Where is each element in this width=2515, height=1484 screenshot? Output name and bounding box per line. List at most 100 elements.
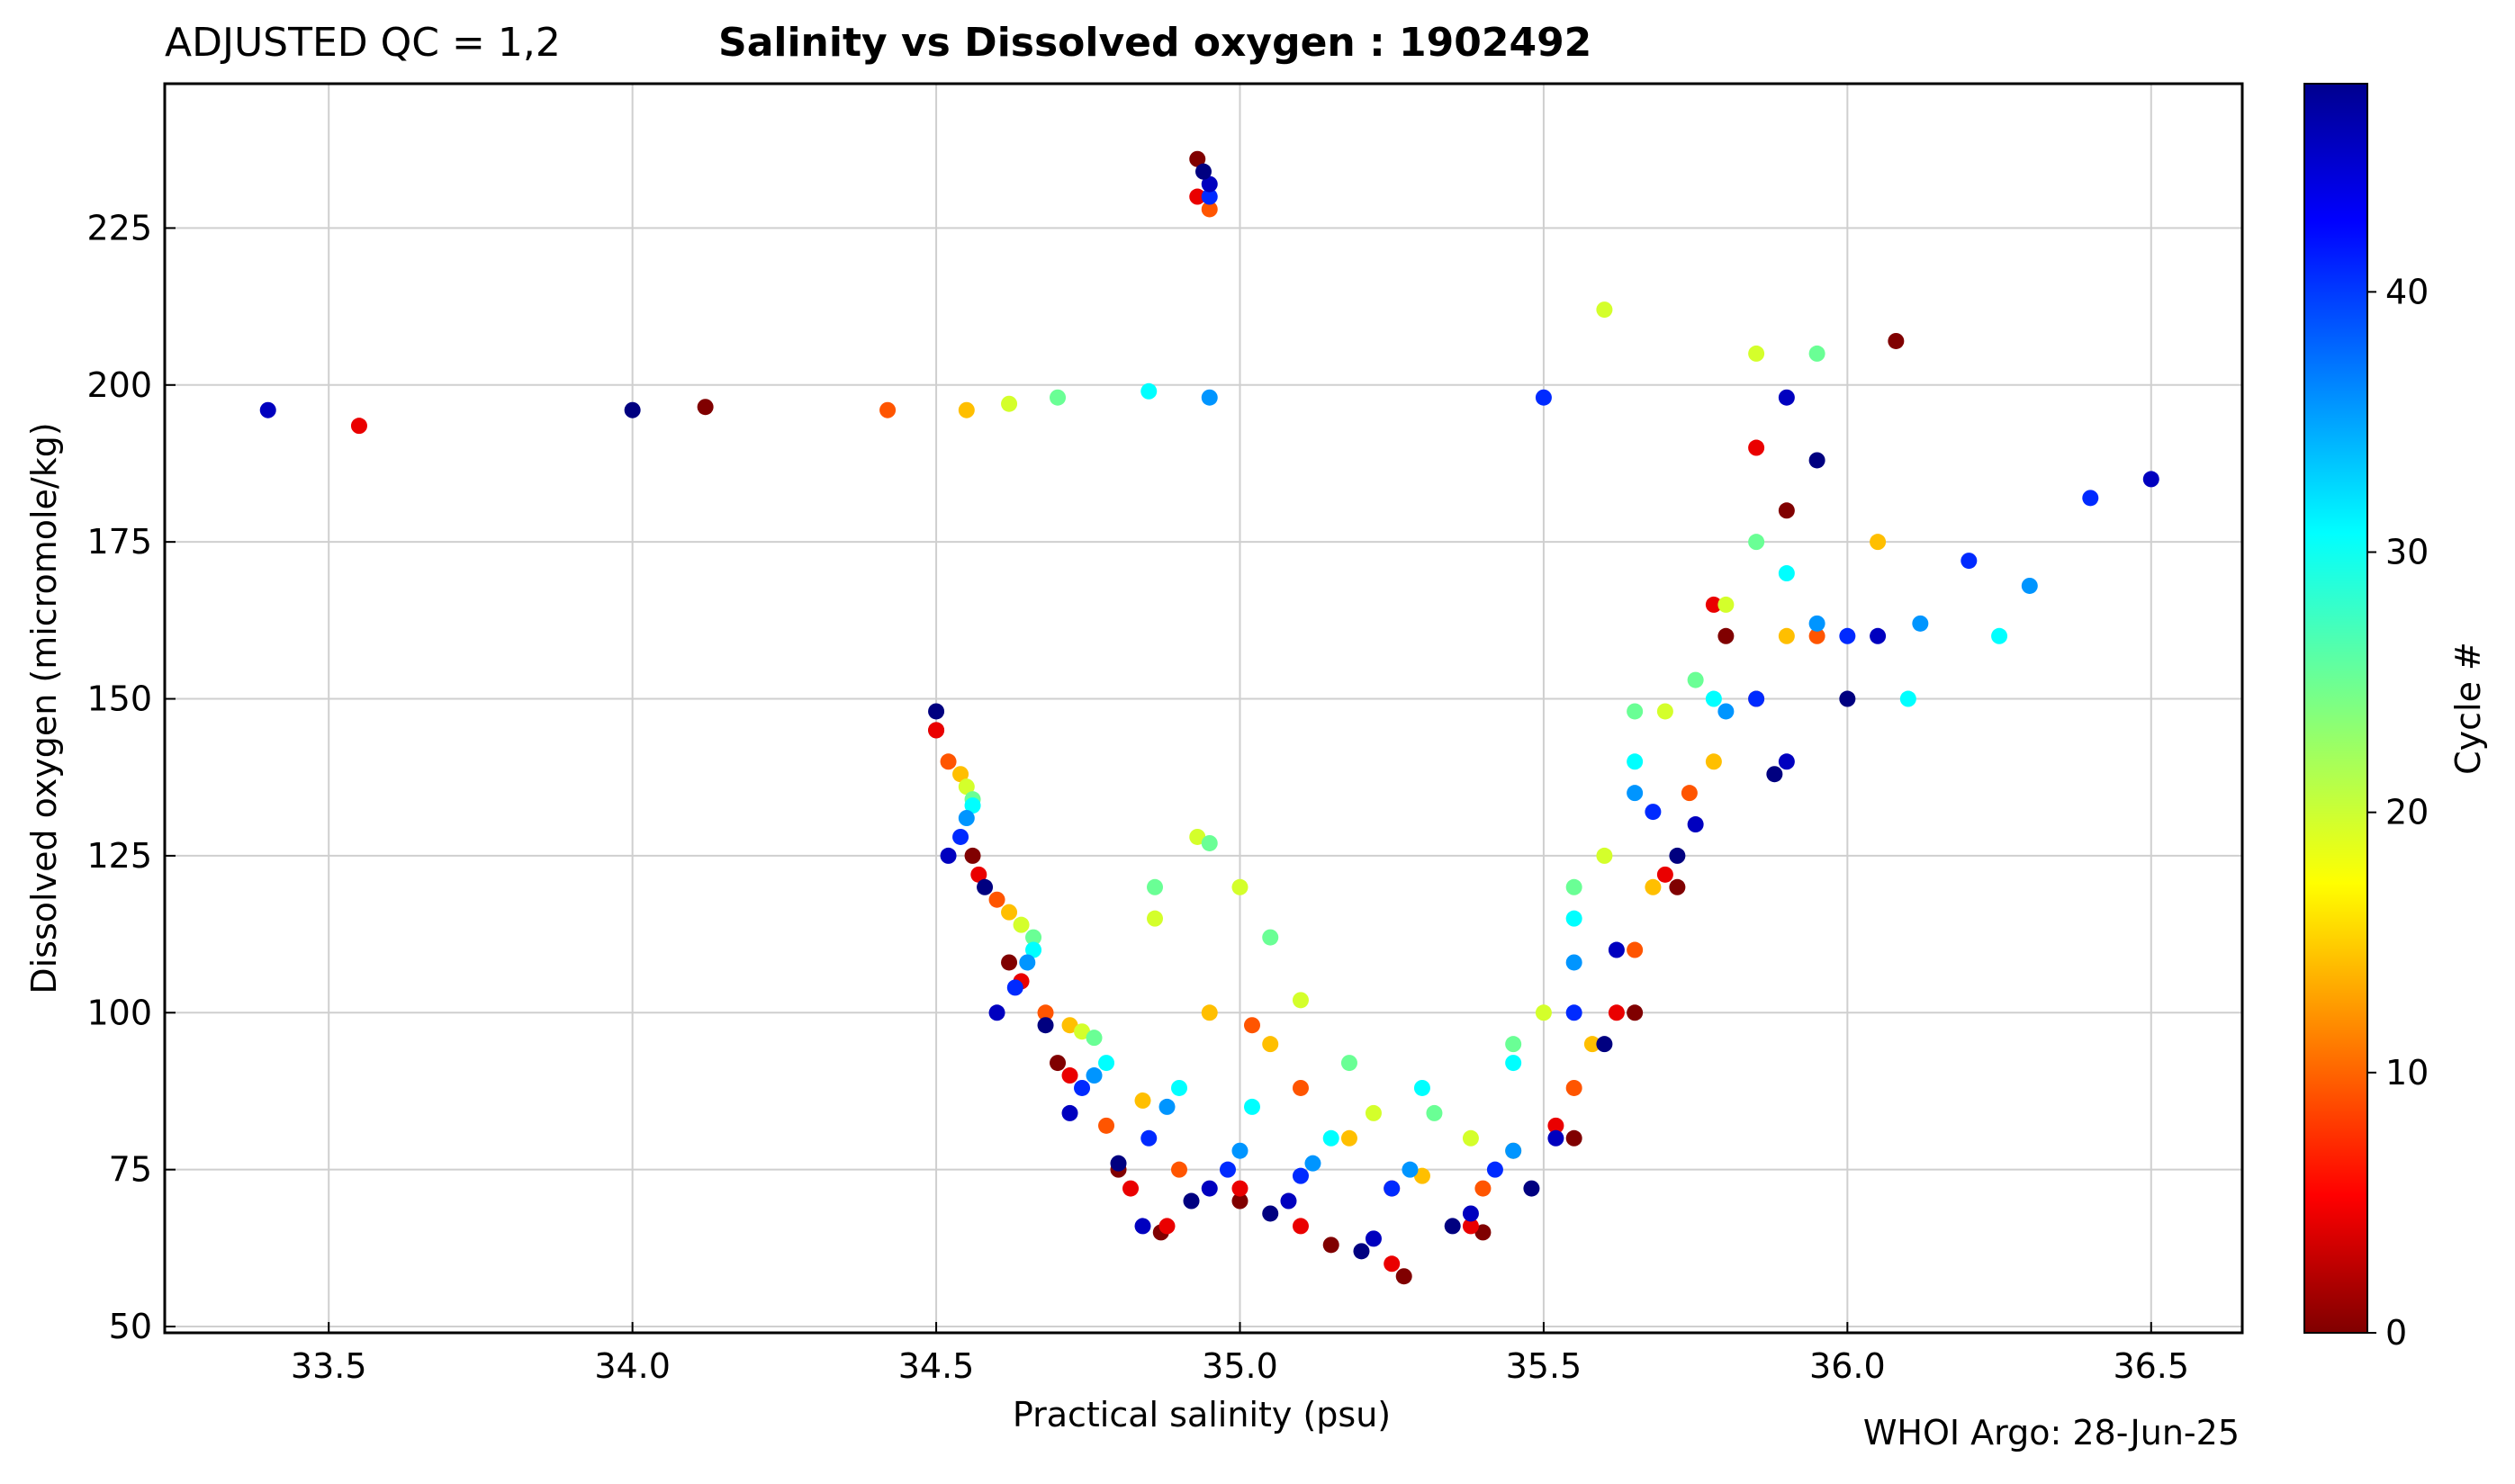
data-point: [1669, 878, 1686, 895]
data-point: [1402, 1161, 1419, 1178]
data-point: [1687, 671, 1704, 688]
data-point: [1189, 150, 1206, 167]
data-point: [1365, 1104, 1382, 1121]
data-point: [259, 401, 276, 418]
data-point: [1748, 690, 1765, 707]
data-point: [1748, 439, 1765, 456]
data-point: [1201, 1180, 1218, 1197]
data-point: [1426, 1104, 1443, 1121]
colorbar-label: Cycle #: [2448, 642, 2488, 775]
data-point: [1189, 188, 1206, 205]
data-point: [1705, 690, 1722, 707]
data-point: [1098, 1055, 1115, 1072]
data-point: [977, 878, 994, 895]
data-point: [1061, 1017, 1078, 1034]
data-point: [964, 847, 981, 864]
data-point: [1201, 389, 1218, 406]
data-point: [1523, 1180, 1540, 1197]
data-point: [1037, 1004, 1054, 1021]
data-point: [958, 810, 975, 827]
data-point: [1888, 332, 1905, 349]
y-tick-label: 150: [86, 679, 152, 719]
data-point: [1013, 916, 1030, 933]
data-point: [1231, 1142, 1248, 1159]
data-point: [958, 401, 975, 418]
data-point: [1899, 690, 1916, 707]
y-tick-label: 50: [109, 1307, 152, 1346]
x-tick-label: 33.5: [291, 1346, 367, 1386]
data-point: [1158, 1218, 1176, 1235]
colorbar-tick-label: 0: [2385, 1313, 2407, 1353]
data-point: [1201, 834, 1218, 851]
data-point: [1462, 1218, 1479, 1235]
y-tick-label: 75: [109, 1150, 152, 1190]
data-point: [1074, 1023, 1091, 1040]
data-point: [1340, 1129, 1357, 1147]
data-point: [1158, 1098, 1176, 1115]
data-point: [928, 722, 945, 739]
data-point: [1019, 954, 1036, 971]
data-point: [1201, 188, 1218, 205]
data-point: [2021, 577, 2038, 594]
data-point: [1870, 627, 1887, 644]
x-tick-label: 36.0: [1809, 1346, 1886, 1386]
data-point: [1140, 382, 1158, 400]
data-point: [1608, 941, 1625, 958]
colorbar-tick-label: 30: [2385, 533, 2429, 572]
data-point: [1505, 1036, 1522, 1053]
data-point: [1808, 345, 1825, 362]
data-point: [1001, 904, 1018, 921]
data-point: [1583, 1036, 1600, 1053]
x-axis-label: Practical salinity (psu): [1013, 1395, 1391, 1435]
data-point: [1025, 941, 1042, 958]
data-point: [1608, 1004, 1625, 1021]
data-point: [1322, 1129, 1339, 1147]
data-point: [1565, 1079, 1582, 1096]
chart-title: Salinity vs Dissolved oxygen : 1902492: [718, 20, 1592, 66]
y-axis-label: Dissolved oxygen (micromole/kg): [24, 422, 64, 994]
data-point: [1912, 615, 1929, 632]
data-point: [1565, 878, 1582, 895]
data-point: [1627, 941, 1644, 958]
data-point: [1474, 1224, 1492, 1241]
data-point: [1705, 753, 1722, 770]
data-point: [1171, 1161, 1188, 1178]
data-point: [1839, 690, 1856, 707]
data-point: [1627, 703, 1644, 720]
data-point: [1110, 1155, 1127, 1172]
data-point: [958, 778, 975, 796]
data-point: [1627, 1004, 1644, 1021]
data-point: [1231, 878, 1248, 895]
data-point: [879, 401, 897, 418]
data-point: [1183, 1192, 1200, 1210]
data-point: [1395, 1268, 1412, 1285]
data-point: [1462, 1129, 1479, 1147]
data-point: [1505, 1142, 1522, 1159]
data-point: [1413, 1079, 1430, 1096]
data-point: [1262, 1036, 1279, 1053]
data-point: [624, 401, 641, 418]
data-point: [1195, 163, 1212, 180]
x-axis: 33.5 34.0 34.5 35.0 35.5 36.0 36.5: [291, 1322, 2189, 1386]
data-point: [2142, 471, 2159, 488]
y-axis: 50 75 100 125 150 175 200 225: [86, 208, 176, 1346]
x-tick-label: 35.5: [1506, 1346, 1582, 1386]
data-point: [1778, 389, 1795, 406]
data-point: [1340, 1055, 1357, 1072]
data-point: [1778, 627, 1795, 644]
data-point: [1748, 345, 1765, 362]
data-point: [1353, 1243, 1370, 1260]
data-point: [1808, 452, 1825, 469]
data-point: [1292, 1167, 1309, 1184]
data-point: [1547, 1117, 1564, 1134]
data-point: [1171, 1079, 1188, 1096]
y-tick-label: 200: [86, 365, 152, 405]
data-point: [1596, 847, 1613, 864]
data-point: [1231, 1192, 1248, 1210]
data-point: [1061, 1067, 1078, 1084]
data-point: [350, 418, 367, 435]
data-point: [1061, 1104, 1078, 1121]
colorbar-tick-label: 20: [2385, 793, 2429, 832]
data-point: [1037, 1017, 1054, 1034]
